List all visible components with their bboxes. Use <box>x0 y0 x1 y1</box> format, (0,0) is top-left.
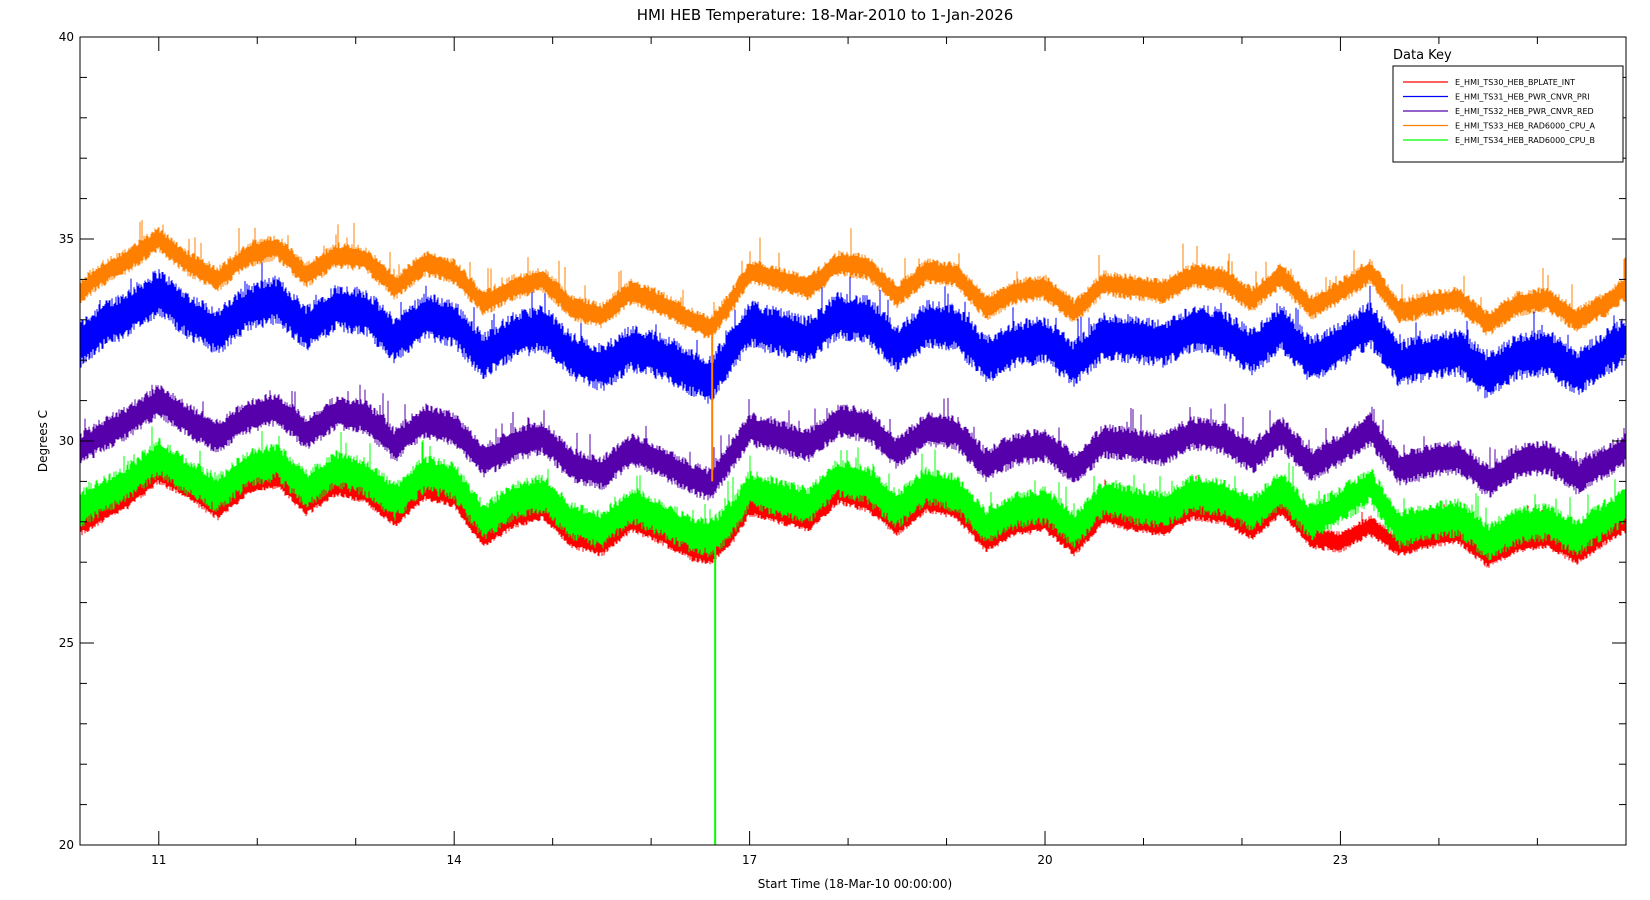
x-tick-label: 11 <box>151 853 166 867</box>
legend-entry: E_HMI_TS34_HEB_RAD6000_CPU_B <box>1455 136 1595 145</box>
x-tick-label: 20 <box>1037 853 1052 867</box>
legend-entry: E_HMI_TS32_HEB_PWR_CNVR_RED <box>1455 107 1594 116</box>
y-axis-title: Degrees C <box>36 410 50 472</box>
legend-title: Data Key <box>1393 48 1452 63</box>
legend-entry: E_HMI_TS31_HEB_PWR_CNVR_PRI <box>1455 93 1590 102</box>
x-tick-label: 23 <box>1333 853 1348 867</box>
x-tick-label: 17 <box>742 853 757 867</box>
legend-entry: E_HMI_TS33_HEB_RAD6000_CPU_A <box>1455 122 1596 131</box>
y-tick-label: 20 <box>59 838 74 852</box>
chart-title: HMI HEB Temperature: 18-Mar-2010 to 1-Ja… <box>637 6 1014 24</box>
axes: 20 25 30 35 40 11 14 17 20 23 <box>59 30 1626 867</box>
plot-area <box>79 220 1627 845</box>
x-axis-title: Start Time (18-Mar-10 00:00:00) <box>758 877 952 891</box>
y-tick-label: 40 <box>59 30 74 44</box>
y-tick-label: 25 <box>59 636 74 650</box>
x-tick-label: 14 <box>447 853 462 867</box>
y-tick-label: 35 <box>59 232 74 246</box>
legend-entry: E_HMI_TS30_HEB_BPLATE_INT <box>1455 78 1575 87</box>
legend: Data Key E_HMI_TS30_HEB_BPLATE_INT E_HMI_… <box>1392 48 1624 163</box>
y-tick-label: 30 <box>59 434 74 448</box>
